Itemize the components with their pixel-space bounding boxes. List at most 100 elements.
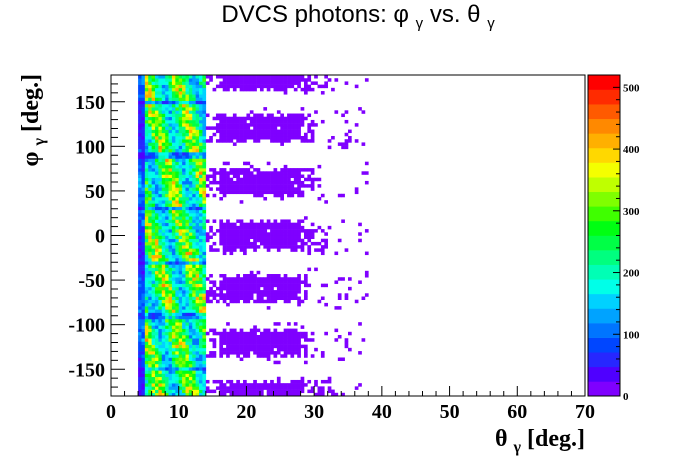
heatmap-cell (317, 196, 322, 201)
heatmap-cell (310, 222, 315, 227)
heatmap-cell (175, 75, 180, 79)
heatmap-cell (175, 200, 180, 204)
heatmap-cell (168, 190, 173, 195)
heatmap-cell (158, 392, 163, 397)
heatmap-cell (158, 103, 163, 108)
heatmap-cell (199, 290, 203, 294)
heatmap-cell (165, 187, 169, 191)
heatmap-cell (195, 312, 200, 317)
heatmap-cell (168, 174, 173, 179)
heatmap-cell (239, 180, 244, 185)
heatmap-cell (182, 97, 186, 101)
heatmap-cell (290, 286, 295, 291)
heatmap-cell (188, 376, 193, 381)
heatmap-cell (158, 110, 163, 114)
heatmap-cell (141, 75, 146, 79)
heatmap-cell (222, 187, 227, 191)
heatmap-cell (303, 132, 308, 137)
heatmap-cell (178, 376, 183, 381)
heatmap-cell (171, 126, 176, 130)
heatmap-cell (192, 306, 196, 310)
heatmap-cell (202, 219, 207, 223)
heatmap-cell (243, 347, 247, 352)
heatmap-cell (161, 148, 166, 153)
heatmap-cell (138, 283, 142, 288)
heatmap-cell (161, 389, 166, 394)
heatmap-cell (219, 280, 224, 284)
heatmap-cell (151, 213, 156, 217)
heatmap-cell (287, 245, 291, 249)
heatmap-cell (161, 123, 166, 127)
heatmap-cell (361, 338, 366, 342)
heatmap-cell (151, 187, 156, 191)
heatmap-cell (270, 383, 274, 387)
heatmap-cell (202, 148, 207, 153)
heatmap-cell (236, 229, 240, 233)
heatmap-cell (297, 229, 301, 233)
heatmap-cell (144, 126, 149, 130)
heatmap-cell (249, 174, 254, 179)
heatmap-cell (158, 180, 163, 185)
heatmap-cell (199, 139, 203, 143)
heatmap-cell (253, 126, 257, 130)
heatmap-cell (202, 322, 207, 326)
heatmap-cell (202, 119, 207, 124)
heatmap-cell (259, 293, 264, 297)
heatmap-cell (178, 103, 183, 108)
heatmap-cell (303, 139, 308, 143)
heatmap-cell (188, 116, 193, 121)
heatmap-cell (290, 328, 295, 333)
heatmap-cell (192, 351, 196, 355)
heatmap-cell (171, 225, 176, 230)
heatmap-cell (185, 113, 190, 118)
heatmap-cell (175, 341, 180, 345)
palette-swatch (588, 118, 620, 134)
heatmap-cell (138, 222, 142, 227)
heatmap-cell (232, 277, 237, 281)
heatmap-cell (168, 277, 173, 281)
heatmap-cell (175, 206, 180, 211)
heatmap-cell (354, 84, 359, 89)
heatmap-cell (219, 129, 224, 134)
heatmap-cell (168, 245, 173, 249)
heatmap-cell (171, 97, 176, 101)
heatmap-cell (270, 132, 274, 137)
heatmap-cell (158, 148, 163, 153)
heatmap-cell (144, 94, 149, 98)
heatmap-cell (171, 338, 176, 342)
heatmap-cell (175, 87, 180, 92)
heatmap-cell (256, 351, 261, 355)
heatmap-cell (182, 135, 186, 140)
heatmap-cell (243, 386, 247, 390)
heatmap-cell (273, 123, 278, 127)
heatmap-cell (246, 126, 251, 130)
heatmap-cell (168, 351, 173, 355)
heatmap-cell (188, 373, 193, 378)
heatmap-cell (185, 370, 190, 374)
heatmap-cell (212, 344, 217, 349)
heatmap-cell (266, 357, 271, 361)
heatmap-cell (155, 347, 159, 352)
heatmap-cell (192, 119, 196, 124)
heatmap-cell (138, 75, 142, 79)
heatmap-cell (249, 270, 254, 275)
heatmap-cell (171, 155, 176, 159)
heatmap-cell (256, 293, 261, 297)
heatmap-cell (178, 203, 183, 207)
heatmap-cell (171, 283, 176, 288)
heatmap-cell (161, 155, 166, 159)
heatmap-cell (320, 389, 325, 394)
heatmap-cell (202, 370, 207, 374)
heatmap-cell (165, 238, 169, 243)
heatmap-cell (283, 187, 288, 191)
heatmap-cell (141, 283, 146, 288)
heatmap-cell (188, 91, 193, 95)
heatmap-cell (155, 229, 159, 233)
heatmap-cell (165, 389, 169, 394)
heatmap-cell (158, 344, 163, 349)
heatmap-cell (259, 241, 264, 246)
heatmap-cell (168, 379, 173, 384)
heatmap-cell (219, 235, 224, 240)
heatmap-cell (175, 155, 180, 159)
heatmap-cell (253, 119, 257, 124)
